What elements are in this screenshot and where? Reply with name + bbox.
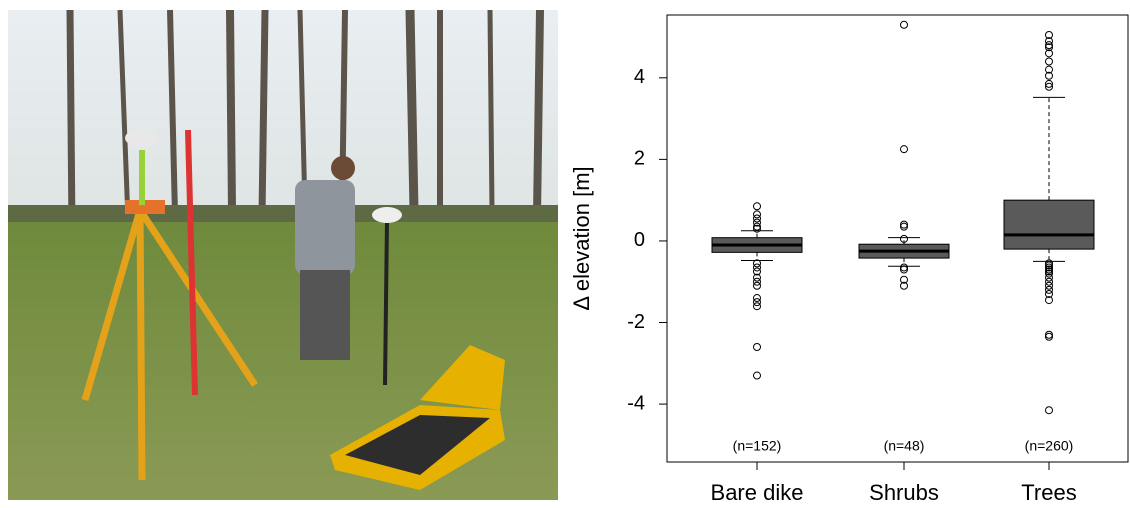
outlier — [1045, 263, 1053, 272]
y-tick-label: -2 — [627, 311, 645, 333]
x-tick-label: Trees — [1021, 480, 1076, 505]
outlier — [900, 263, 908, 272]
photo-tripod — [81, 208, 258, 481]
photo-head — [331, 156, 355, 180]
outlier — [753, 214, 761, 223]
outlier — [1045, 267, 1053, 276]
photo-case-inside — [345, 415, 490, 475]
outlier — [900, 145, 908, 154]
outlier — [1045, 296, 1053, 305]
outlier — [753, 277, 761, 286]
outlier — [753, 259, 761, 268]
outlier — [753, 294, 761, 303]
outlier — [1045, 332, 1053, 341]
outlier — [1045, 79, 1053, 88]
outlier — [1045, 273, 1053, 282]
y-tick-label: 4 — [634, 66, 645, 88]
outlier — [900, 222, 908, 231]
outlier — [1045, 265, 1053, 274]
outlier — [753, 224, 761, 233]
outlier — [753, 302, 761, 311]
outlier — [1045, 43, 1053, 52]
outlier — [753, 273, 761, 282]
outlier — [900, 281, 908, 290]
y-tick-label: 0 — [634, 229, 645, 251]
outlier — [900, 265, 908, 274]
photo-legs — [300, 270, 350, 360]
outlier — [1045, 330, 1053, 339]
outlier — [1045, 285, 1053, 294]
photo — [8, 9, 558, 500]
photo-trees — [66, 9, 544, 231]
photo-pole-2 — [383, 219, 389, 386]
outlier — [753, 210, 761, 219]
y-axis-title: Δ elevation [m] — [569, 166, 594, 310]
outlier — [753, 342, 761, 351]
plot-frame — [666, 14, 1129, 463]
outlier — [900, 275, 908, 284]
photo-case-lid — [420, 345, 505, 410]
outlier — [1045, 49, 1053, 58]
photo-tripod-head — [125, 200, 165, 214]
outlier — [753, 281, 761, 290]
outlier — [900, 234, 908, 243]
outlier — [1045, 57, 1053, 66]
outlier — [1045, 277, 1053, 286]
annotation: (n=48) — [884, 438, 925, 454]
outlier — [753, 263, 761, 272]
outlier — [1045, 259, 1053, 268]
outlier — [1045, 281, 1053, 290]
photo-person — [295, 180, 355, 275]
outlier — [900, 220, 908, 229]
outlier — [753, 267, 761, 276]
outlier — [753, 218, 761, 227]
y-tick-label: 2 — [634, 148, 645, 170]
x-tick-label: Bare dike — [711, 480, 804, 505]
outlier — [1045, 261, 1053, 270]
outlier — [1045, 406, 1053, 415]
outlier — [900, 20, 908, 29]
outlier — [753, 371, 761, 380]
outlier — [1045, 289, 1053, 298]
outlier — [1045, 41, 1053, 50]
photo-antenna — [125, 129, 159, 147]
x-tick-label: Shrubs — [869, 480, 939, 505]
outlier — [1045, 269, 1053, 278]
outlier — [1045, 65, 1053, 74]
box — [1003, 199, 1095, 250]
outlier — [1045, 82, 1053, 91]
annotation: (n=152) — [733, 438, 782, 454]
outlier — [1045, 37, 1053, 46]
y-tick-label: -4 — [627, 392, 645, 414]
photo-rod — [185, 129, 198, 396]
outlier — [753, 222, 761, 231]
outlier — [1045, 71, 1053, 80]
outlier — [753, 298, 761, 307]
outlier — [1045, 30, 1053, 39]
annotation: (n=260) — [1025, 438, 1074, 454]
outlier — [753, 202, 761, 211]
photo-antenna-2 — [372, 207, 402, 223]
